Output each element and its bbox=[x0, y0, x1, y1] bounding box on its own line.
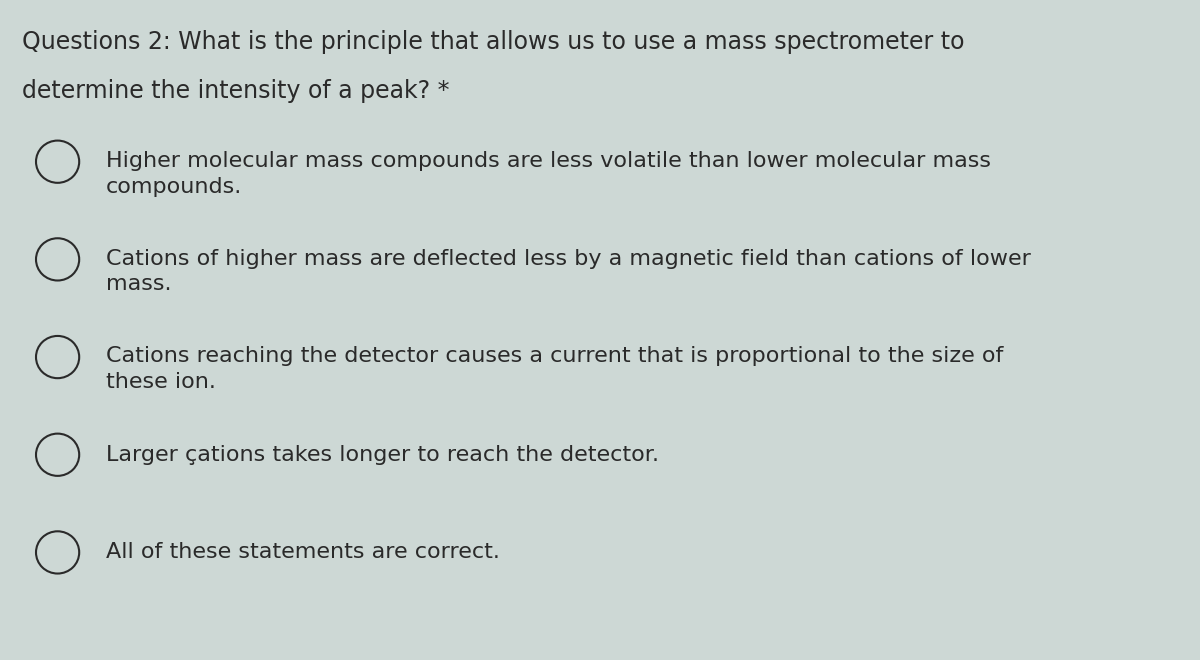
Text: Larger çations takes longer to reach the detector.: Larger çations takes longer to reach the… bbox=[106, 445, 659, 465]
Text: Questions 2: What is the principle that allows us to use a mass spectrometer to: Questions 2: What is the principle that … bbox=[22, 30, 964, 53]
Text: determine the intensity of a peak? *: determine the intensity of a peak? * bbox=[22, 79, 449, 103]
Text: Cations reaching the detector causes a current that is proportional to the size : Cations reaching the detector causes a c… bbox=[106, 346, 1003, 392]
Text: Higher molecular mass compounds are less volatile than lower molecular mass
comp: Higher molecular mass compounds are less… bbox=[106, 151, 991, 197]
Text: All of these statements are correct.: All of these statements are correct. bbox=[106, 543, 499, 562]
Text: Cations of higher mass are deflected less by a magnetic field than cations of lo: Cations of higher mass are deflected les… bbox=[106, 249, 1031, 294]
